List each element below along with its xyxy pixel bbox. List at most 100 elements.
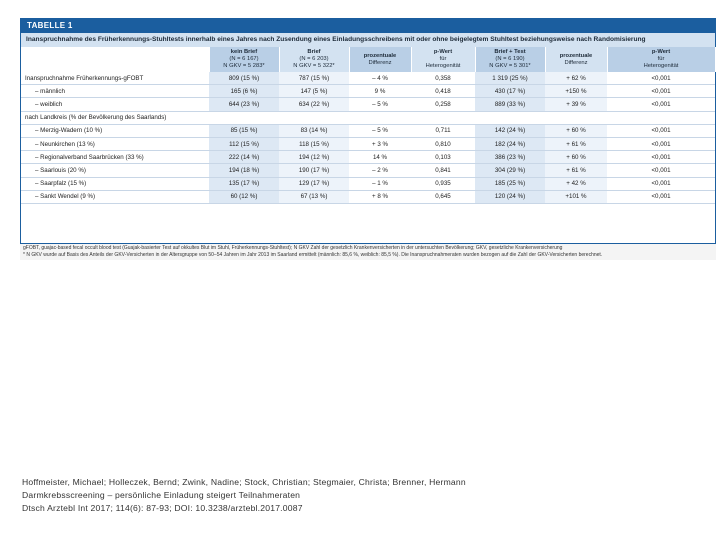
table-cell: 142 (24 %) — [475, 124, 545, 138]
footnote-gkv: * N GKV wurde auf Basis des Anteils der … — [23, 252, 603, 258]
table-cell: +150 % — [545, 84, 607, 99]
table-cell: 0,258 — [411, 97, 475, 112]
table-cell: <0,001 — [607, 97, 715, 112]
row-label: – weiblich — [21, 97, 209, 112]
table-cell: <0,001 — [607, 163, 715, 178]
column-header: prozentuale Differenz — [545, 47, 608, 72]
row-label: – Regionalverband Saarbrücken (33 %) — [21, 150, 209, 165]
citation-title: Darmkrebsscreening – persönliche Einladu… — [22, 490, 301, 500]
column-header-sub: Differenz — [368, 59, 392, 66]
table-cell: 165 (6 %) — [209, 84, 279, 99]
column-header-title: prozentuale — [559, 52, 593, 59]
table-cell: 190 (17 %) — [279, 163, 349, 178]
table-cell: 85 (15 %) — [209, 124, 279, 138]
table-cell: 147 (5 %) — [279, 84, 349, 99]
table-cell: 194 (18 %) — [209, 163, 279, 178]
column-header-title: p-Wert — [433, 49, 453, 55]
citation: Hoffmeister, Michael; Holleczek, Bernd; … — [22, 476, 466, 515]
table-cell: + 42 % — [545, 177, 607, 191]
table-cell: + 61 % — [545, 137, 607, 152]
table-cell: + 39 % — [545, 97, 607, 112]
column-header: Brief (N = 6 203) N GKV = 5 322* — [279, 47, 350, 72]
section-row: nach Landkreis (% der Bevölkerung des Sa… — [21, 111, 715, 125]
table-cell: <0,001 — [607, 72, 715, 86]
column-header-title: Brief — [307, 49, 321, 55]
table-row: – Merzig-Wadern (10 %) 85 (15 %) 83 (14 %)… — [21, 124, 715, 138]
column-header — [21, 47, 210, 72]
column-header-sub: N GKV = 5 322* — [293, 63, 335, 69]
table-cell: 644 (23 %) — [209, 97, 279, 112]
table-row: – Sankt Wendel (9 %) 60 (12 %) 67 (13 %) + … — [21, 190, 715, 204]
table-cell: + 61 % — [545, 163, 607, 178]
row-label: – Saarpfalz (15 %) — [21, 177, 209, 191]
table-cell: – 4 % — [349, 72, 411, 86]
row-label: – männlich — [21, 84, 209, 99]
table-cell: 0,418 — [411, 84, 475, 99]
table-cell: 222 (14 %) — [209, 150, 279, 165]
column-header: Brief + Test (N = 6 190) N GKV = 5 301* — [475, 47, 546, 72]
table-cell: 0,810 — [411, 137, 475, 152]
column-header: prozentuale Differenz — [349, 47, 412, 72]
table-cell: <0,001 — [607, 137, 715, 152]
row-label: – Sankt Wendel (9 %) — [21, 190, 209, 204]
table-cell: 787 (15 %) — [279, 72, 349, 86]
column-header: p-Wert für Heterogenität — [411, 47, 476, 72]
table-row: – weiblich 644 (23 %) 634 (22 %) – 5 % 0,258… — [21, 97, 715, 112]
table-cell: <0,001 — [607, 177, 715, 191]
table-row: – Saarlouis (20 %) 194 (18 %) 190 (17 %) – … — [21, 163, 715, 178]
table-cell: + 8 % — [349, 190, 411, 204]
table-body: Inanspruchnahme Früherkennungs-gFOBT 809 … — [21, 72, 715, 204]
table-cell: <0,001 — [607, 190, 715, 204]
table-label: TABELLE 1 — [21, 19, 715, 33]
column-header-sub: (N = 6 167) — [229, 56, 259, 62]
table-cell: 67 (13 %) — [279, 190, 349, 204]
column-header-sub: für — [657, 56, 665, 62]
table-cell: 0,935 — [411, 177, 475, 191]
table-cell: 194 (12 %) — [279, 150, 349, 165]
row-label: Inanspruchnahme Früherkennungs-gFOBT — [21, 72, 209, 86]
table-cell: – 5 % — [349, 124, 411, 138]
table-cell: <0,001 — [607, 84, 715, 99]
row-label: – Saarlouis (20 %) — [21, 163, 209, 178]
table-cell: 9 % — [349, 84, 411, 99]
table-cell: 0,103 — [411, 150, 475, 165]
table-cell: +101 % — [545, 190, 607, 204]
table-frame: TABELLE 1 Inanspruchnahme des Früherkenn… — [20, 18, 716, 244]
table-cell: 0,841 — [411, 163, 475, 178]
table-cell: 0,358 — [411, 72, 475, 86]
table-cell: 889 (33 %) — [475, 97, 545, 112]
table-cell: 118 (15 %) — [279, 137, 349, 152]
table-cell: + 60 % — [545, 150, 607, 165]
table-cell: 135 (17 %) — [209, 177, 279, 191]
table-cell: <0,001 — [607, 124, 715, 138]
column-header-title: p-Wert — [651, 49, 671, 55]
column-header: kein Brief (N = 6 167) N GKV = 5 283* — [209, 47, 280, 72]
table-cell: 430 (17 %) — [475, 84, 545, 99]
table-cell: 185 (25 %) — [475, 177, 545, 191]
table-cell: <0,001 — [607, 150, 715, 165]
table-cell: – 1 % — [349, 177, 411, 191]
row-label: – Merzig-Wadern (10 %) — [21, 124, 209, 138]
table-cell: 182 (24 %) — [475, 137, 545, 152]
table-row: – Neunkirchen (13 %) 112 (15 %) 118 (15 %)… — [21, 137, 715, 152]
table-row: – Saarpfalz (15 %) 135 (17 %) 129 (17 %) – … — [21, 177, 715, 191]
table-cell: 304 (29 %) — [475, 163, 545, 178]
column-header: p-Wert für Heterogenität — [607, 47, 716, 72]
citation-source: Dtsch Arztebl Int 2017; 114(6): 87-93; D… — [22, 503, 303, 513]
column-header-sub: Heterogenität — [425, 63, 461, 69]
table-footnotes: gFOBT, guajac-based fecal occult blood t… — [20, 244, 716, 260]
column-header-sub: N GKV = 5 301* — [489, 63, 531, 69]
table-cell: 809 (15 %) — [209, 72, 279, 86]
citation-authors: Hoffmeister, Michael; Holleczek, Bernd; … — [22, 477, 466, 487]
column-header-sub: für — [439, 56, 447, 62]
table-cell: 14 % — [349, 150, 411, 165]
table-cell: 0,711 — [411, 124, 475, 138]
column-header-title: Brief + Test — [494, 49, 526, 55]
table-row: Inanspruchnahme Früherkennungs-gFOBT 809 … — [21, 72, 715, 86]
column-header-title: kein Brief — [230, 49, 258, 55]
row-label: – Neunkirchen (13 %) — [21, 137, 209, 152]
table-cell: – 5 % — [349, 97, 411, 112]
column-header-title: prozentuale — [363, 52, 397, 59]
table-cell: 120 (24 %) — [475, 190, 545, 204]
data-table: kein Brief (N = 6 167) N GKV = 5 283* Brief… — [21, 47, 716, 204]
